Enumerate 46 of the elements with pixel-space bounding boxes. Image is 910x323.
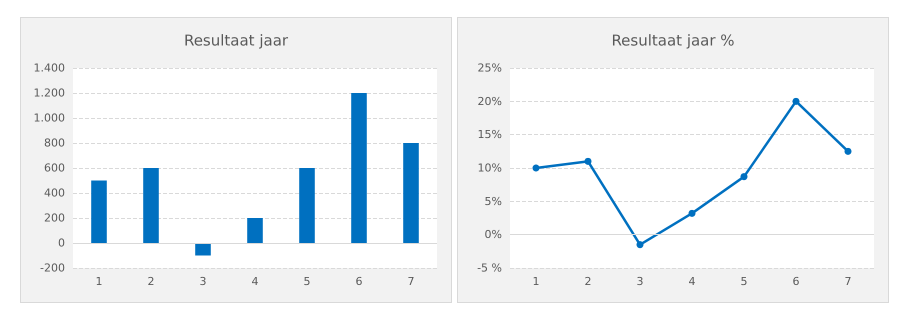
y-tick-label: 1.200 bbox=[34, 86, 65, 100]
x-tick-label: 6 bbox=[792, 275, 800, 288]
x-tick-label: 6 bbox=[356, 275, 362, 288]
point bbox=[844, 148, 852, 155]
x-tick-label: 5 bbox=[304, 275, 310, 288]
x-tick-label: 7 bbox=[844, 275, 852, 288]
y-tick-label: 600 bbox=[44, 162, 65, 174]
point bbox=[688, 210, 696, 217]
y-tick-label: 800 bbox=[44, 136, 65, 150]
chart-title: Resultaat jaar % bbox=[611, 32, 735, 50]
bar bbox=[351, 93, 367, 243]
y-tick-label: -5 % bbox=[477, 262, 502, 274]
bar bbox=[299, 168, 315, 243]
y-tick-label: 200 bbox=[44, 212, 65, 224]
y-tick-label: 5% bbox=[484, 194, 502, 208]
point bbox=[532, 164, 540, 172]
y-tick-label: 0% bbox=[484, 228, 502, 242]
point bbox=[792, 98, 800, 105]
x-tick-label: 3 bbox=[636, 275, 644, 288]
point bbox=[584, 158, 592, 165]
x-tick-label: 1 bbox=[532, 275, 540, 288]
x-tick-label: 2 bbox=[584, 275, 592, 288]
y-tick-label: 20% bbox=[478, 94, 502, 108]
x-tick-label: 7 bbox=[408, 275, 414, 288]
y-tick-label: 15% bbox=[478, 128, 502, 142]
y-tick-label: -200 bbox=[40, 262, 65, 274]
y-tick-label: 0 bbox=[58, 236, 65, 250]
x-tick-label: 4 bbox=[688, 275, 696, 288]
bar bbox=[143, 168, 159, 243]
bar bbox=[195, 243, 211, 256]
bar bbox=[91, 180, 107, 243]
point bbox=[636, 241, 644, 248]
y-tick-label: 1.000 bbox=[34, 112, 65, 124]
chart-title: Resultaat jaar bbox=[184, 32, 289, 50]
y-tick-label: 1.400 bbox=[34, 62, 65, 74]
y-tick-label: 10% bbox=[478, 162, 502, 174]
point bbox=[740, 173, 748, 180]
bar bbox=[403, 143, 419, 243]
y-tick-label: 25% bbox=[478, 62, 502, 74]
x-tick-label: 1 bbox=[96, 275, 102, 288]
x-tick-label: 4 bbox=[252, 275, 258, 288]
x-tick-label: 3 bbox=[200, 275, 206, 288]
x-tick-label: 2 bbox=[148, 275, 154, 288]
bar bbox=[247, 218, 263, 243]
x-tick-label: 5 bbox=[740, 275, 748, 288]
y-tick-label: 400 bbox=[44, 186, 65, 200]
